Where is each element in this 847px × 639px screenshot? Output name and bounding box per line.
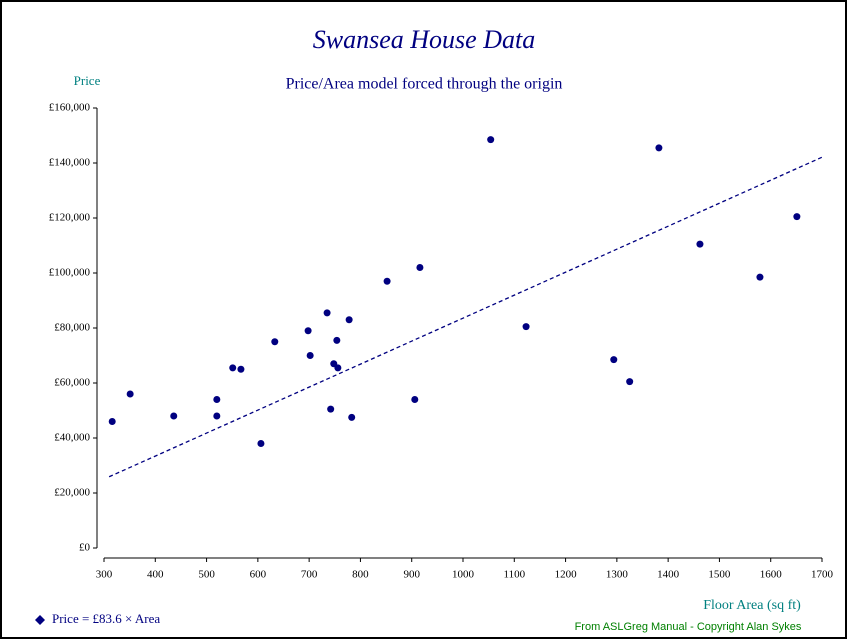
y-tick-label: £100,000	[49, 267, 91, 279]
point	[108, 418, 116, 425]
x-tick-label: 1100	[503, 569, 525, 581]
chart-title: Swansea House Data	[313, 25, 535, 54]
point	[696, 240, 704, 248]
y-tick-label: £0	[79, 542, 91, 554]
point	[327, 405, 335, 413]
point	[411, 396, 419, 403]
point	[213, 396, 221, 403]
x-axis-label: Floor Area (sq ft)	[703, 598, 801, 613]
x-tick-label: 1200	[555, 569, 578, 581]
point	[756, 273, 764, 281]
point	[333, 336, 341, 344]
point	[306, 352, 314, 359]
y-tick-label: £80,000	[54, 322, 90, 334]
x-tick-label: 500	[198, 569, 215, 581]
legend-label: Price = £83.6 × Area	[52, 611, 160, 626]
y-tick-label: £20,000	[54, 487, 90, 499]
x-tick-label: 1500	[708, 569, 731, 581]
y-tick-label: £60,000	[54, 377, 90, 389]
point	[626, 378, 634, 386]
x-tick-label: 800	[352, 569, 369, 581]
point	[345, 316, 353, 324]
point	[271, 338, 279, 346]
x-tick-label: 1600	[760, 569, 783, 581]
x-tick-label: 900	[403, 569, 420, 581]
point	[237, 365, 245, 373]
credit: From ASLGreg Manual - Copyright Alan Syk…	[575, 621, 802, 633]
fit-line	[108, 156, 823, 478]
x-tick-label: 600	[250, 569, 267, 581]
point	[655, 144, 663, 152]
point	[304, 327, 312, 335]
x-tick-label: 400	[147, 569, 164, 581]
point	[416, 264, 424, 271]
x-tick-label: 700	[301, 569, 318, 581]
point	[257, 440, 265, 447]
point	[348, 413, 356, 421]
y-tick-label: £160,000	[49, 102, 91, 114]
point	[383, 277, 391, 285]
point	[170, 412, 178, 420]
chart-subtitle: Price/Area model forced through the orig…	[286, 76, 563, 93]
x-tick-label: 1700	[811, 569, 834, 581]
point	[334, 364, 342, 372]
x-tick-label: 1000	[452, 569, 475, 581]
x-tick-label: 1300	[606, 569, 629, 581]
y-tick-label: £140,000	[49, 157, 91, 169]
x-tick-label: 1400	[657, 569, 680, 581]
y-tick-label: £40,000	[54, 432, 90, 444]
point	[610, 356, 618, 364]
point	[126, 390, 134, 398]
point	[323, 309, 331, 317]
x-tick-label: 300	[96, 569, 113, 581]
point	[213, 412, 221, 420]
y-tick-label: £120,000	[49, 212, 91, 224]
y-axis-label: Price	[74, 73, 101, 88]
point	[487, 136, 495, 144]
legend-marker	[35, 615, 45, 625]
point	[229, 364, 237, 372]
point	[793, 213, 801, 221]
point	[522, 323, 530, 331]
